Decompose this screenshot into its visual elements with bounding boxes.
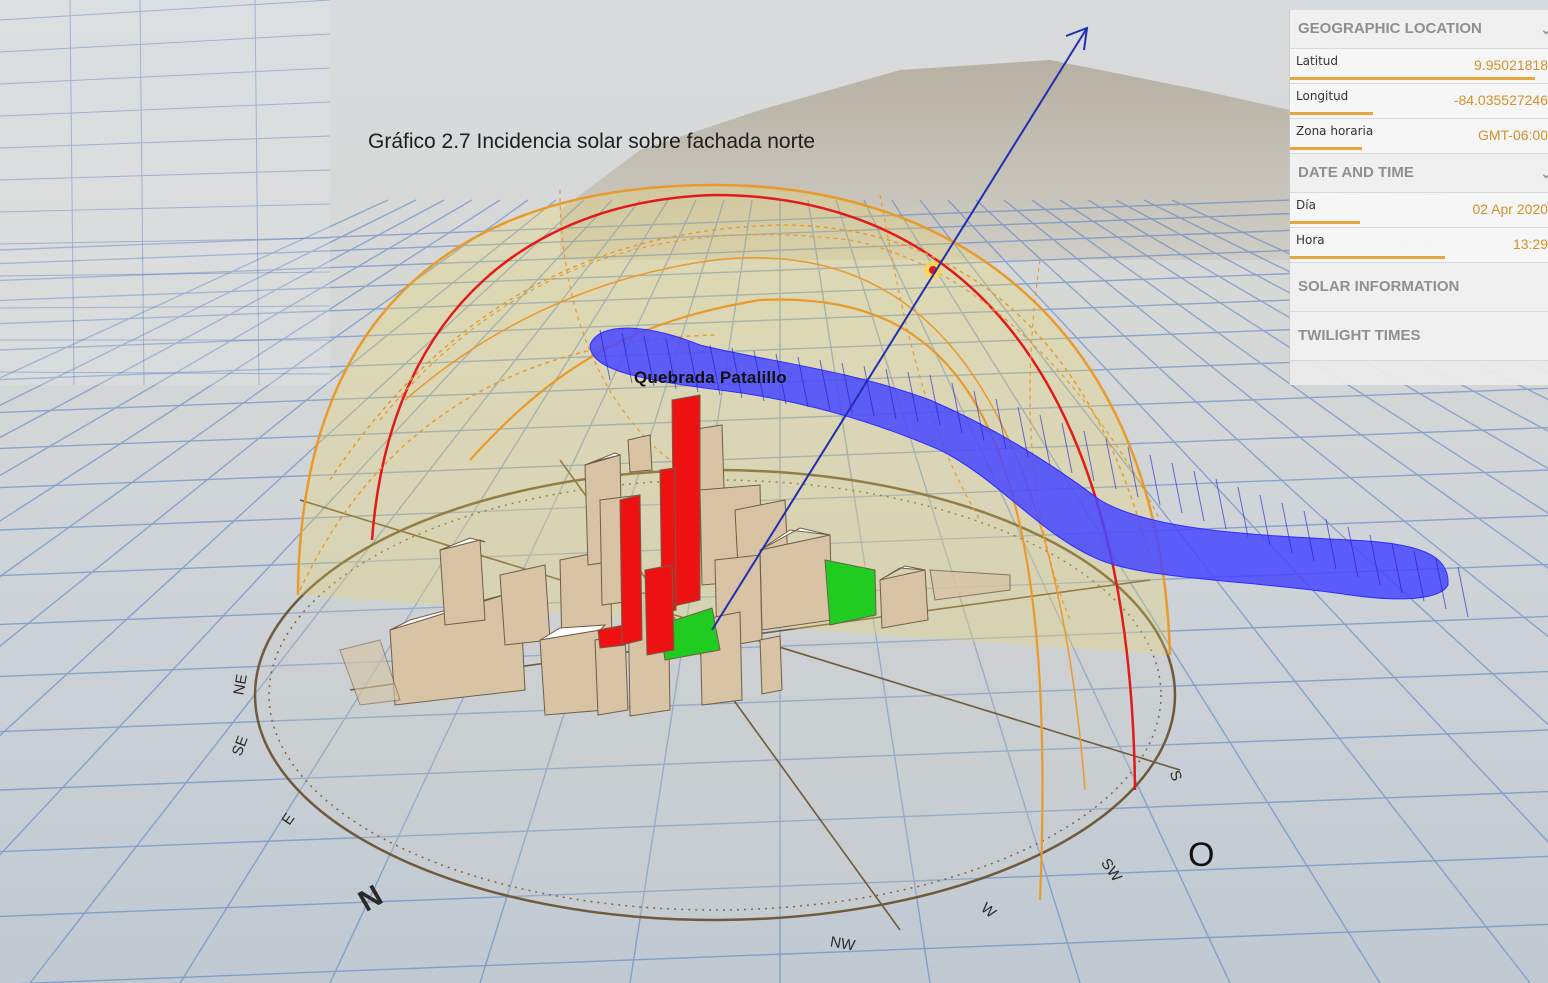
solar-information-header[interactable]: SOLAR INFORMATION › [1290, 263, 1548, 312]
datetime-label: Hora [1296, 233, 1325, 247]
info-panel: GEOGRAPHIC LOCATION ⌄ Latitud 9.95021818 L… [1290, 10, 1548, 385]
datetime-row[interactable]: Hora 13:29 [1290, 228, 1548, 263]
datetime-value[interactable]: 13:29 [1512, 236, 1548, 252]
west-direction-label: O [1188, 836, 1215, 874]
compass-se: SE [229, 734, 252, 759]
geo-row[interactable]: Latitud 9.95021818 [1290, 49, 1548, 84]
datetime-slider-bar[interactable] [1290, 256, 1445, 259]
stream-label: Quebrada Patalillo [634, 368, 787, 387]
date-and-time-rows: Día 02 Apr 2020 Hora 13:29 [1290, 193, 1548, 263]
compass-ne: NE [230, 673, 250, 696]
geo-label: Longitud [1296, 89, 1349, 103]
date-and-time-header[interactable]: DATE AND TIME ⌄ [1290, 154, 1548, 193]
datetime-row[interactable]: Día 02 Apr 2020 [1290, 193, 1548, 228]
geo-slider-bar[interactable] [1290, 112, 1373, 115]
solar-information-title: SOLAR INFORMATION [1298, 278, 1460, 295]
stream-shape [589, 327, 1449, 600]
geo-slider-bar[interactable] [1290, 147, 1363, 150]
geographic-location-title: GEOGRAPHIC LOCATION [1298, 20, 1482, 37]
datetime-slider-bar[interactable] [1290, 221, 1360, 224]
geo-value[interactable]: -84.035527246 [1453, 92, 1548, 108]
geographic-location-rows: Latitud 9.95021818 Longitud -84.035527246 Zo… [1290, 49, 1548, 154]
geo-label: Zona horaria [1296, 124, 1374, 138]
chevron-down-icon[interactable]: ⌄ [1540, 165, 1548, 181]
geo-slider-bar[interactable] [1290, 77, 1536, 80]
sun-vector-arrow [711, 26, 1089, 631]
twilight-times-header[interactable]: TWILIGHT TIMES › [1290, 312, 1548, 361]
figure-caption: Gráfico 2.7 Incidencia solar sobre facha… [368, 130, 816, 153]
geographic-location-header[interactable]: GEOGRAPHIC LOCATION ⌄ [1290, 10, 1548, 49]
datetime-label: Día [1296, 198, 1316, 212]
chevron-down-icon[interactable]: ⌄ [1540, 21, 1548, 37]
geo-value[interactable]: 9.95021818 [1474, 57, 1548, 73]
geo-label: Latitud [1296, 54, 1339, 68]
geo-value[interactable]: GMT-06:00 [1477, 127, 1548, 143]
geo-row[interactable]: Longitud -84.035527246 [1290, 84, 1548, 119]
sun-path-dome [296, 183, 1172, 901]
building-model [339, 394, 1011, 717]
compass-nw: NW [829, 933, 857, 954]
geo-row[interactable]: Zona horaria GMT-06:00 [1290, 119, 1548, 154]
datetime-value[interactable]: 02 Apr 2020 [1472, 201, 1548, 217]
date-and-time-title: DATE AND TIME [1298, 164, 1414, 181]
twilight-times-title: TWILIGHT TIMES [1298, 327, 1421, 344]
